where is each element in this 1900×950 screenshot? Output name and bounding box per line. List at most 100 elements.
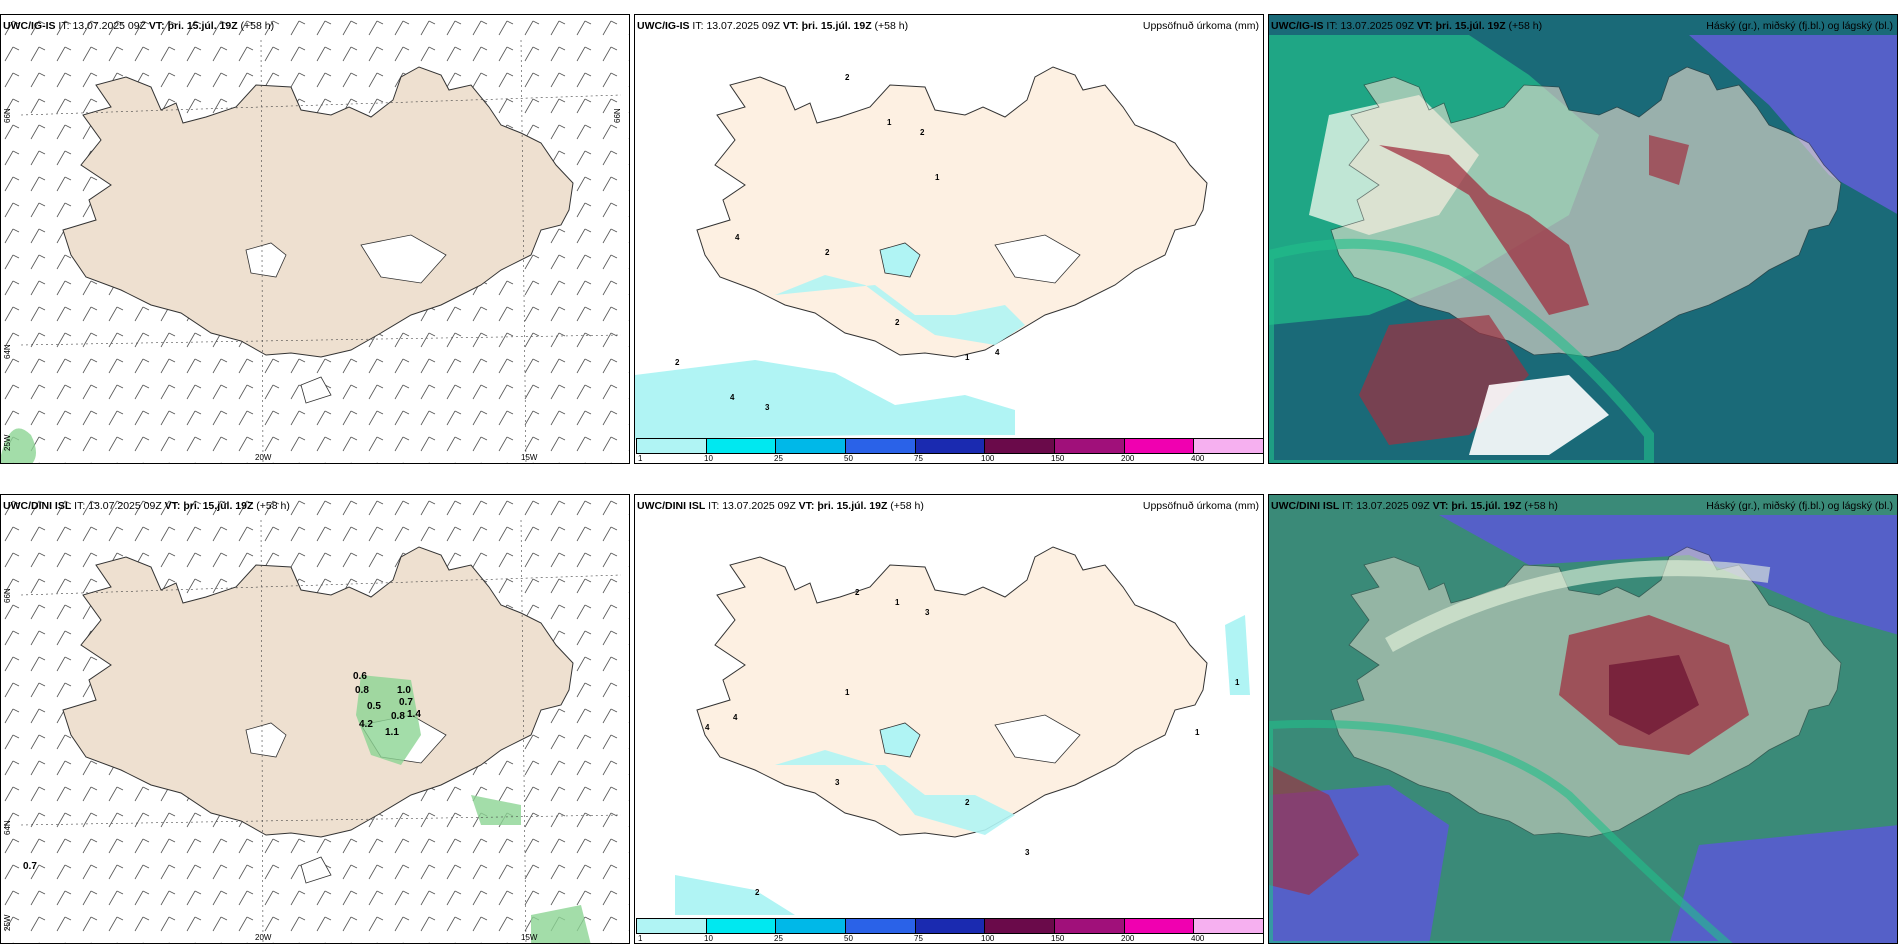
vt-label: VT: bbox=[148, 20, 165, 32]
lat-label: 66N bbox=[613, 108, 622, 123]
wind-map bbox=[1, 15, 629, 463]
legend-swatch bbox=[1124, 439, 1195, 453]
legend-swatch bbox=[1194, 919, 1263, 933]
panel-header: UWC/IG-IS IT: 13.07.2025 09Z VT: þri. 15… bbox=[1, 15, 629, 37]
model-name: UWC/DINI ISL bbox=[1271, 500, 1340, 512]
legend-tick: 1 bbox=[638, 454, 643, 463]
legend-swatch bbox=[1124, 919, 1195, 933]
svg-text:2: 2 bbox=[855, 588, 860, 597]
vt-label: VT: bbox=[164, 500, 181, 512]
it-value: 13.07.2025 09Z bbox=[706, 20, 780, 32]
svg-text:2: 2 bbox=[755, 888, 760, 897]
svg-text:1: 1 bbox=[845, 688, 850, 697]
svg-text:1: 1 bbox=[965, 353, 970, 362]
svg-text:4: 4 bbox=[995, 348, 1000, 357]
cloud-map bbox=[1269, 495, 1897, 943]
legend-tick: 75 bbox=[914, 934, 923, 943]
it-label: IT: bbox=[74, 500, 86, 512]
svg-text:1: 1 bbox=[1195, 728, 1200, 737]
value-label: 1.4 bbox=[407, 709, 421, 720]
vt-value: þri. 15.júl. 19Z bbox=[183, 500, 254, 512]
legend-swatch bbox=[637, 919, 707, 933]
panel-header: UWC/DINI ISL IT: 13.07.2025 09Z VT: þri.… bbox=[1269, 495, 1897, 517]
value-label: 0.5 bbox=[367, 701, 381, 712]
legend-swatch bbox=[637, 439, 707, 453]
lat-label: 64N bbox=[3, 344, 12, 359]
map-panel-clouds-dini[interactable]: UWC/DINI ISL IT: 13.07.2025 09Z VT: þri.… bbox=[1268, 494, 1898, 944]
it-value: 13.07.2025 09Z bbox=[88, 500, 162, 512]
legend-tick: 50 bbox=[844, 934, 853, 943]
legend-bar bbox=[636, 438, 1263, 454]
lat-label: 66N bbox=[3, 108, 12, 123]
it-label: IT: bbox=[1342, 500, 1354, 512]
map-panel-wind-igis[interactable]: UWC/IG-IS IT: 13.07.2025 09Z VT: þri. 15… bbox=[0, 14, 630, 464]
legend-swatch bbox=[1194, 439, 1263, 453]
legend-tick: 75 bbox=[914, 454, 923, 463]
legend-bar bbox=[636, 918, 1263, 934]
vt-label: VT: bbox=[1416, 20, 1433, 32]
model-name: UWC/IG-IS bbox=[1271, 20, 1324, 32]
legend-swatch bbox=[706, 439, 777, 453]
vt-value: þri. 15.júl. 19Z bbox=[1435, 20, 1506, 32]
legend-tick: 10 bbox=[704, 454, 713, 463]
it-value: 13.07.2025 09Z bbox=[1340, 20, 1414, 32]
legend-swatch bbox=[706, 919, 777, 933]
panel-title: Uppsöfnuð úrkoma (mm) bbox=[1142, 20, 1259, 32]
lon-label: 20W bbox=[255, 453, 272, 462]
legend-tick: 400 bbox=[1191, 454, 1205, 463]
legend-swatch bbox=[1055, 439, 1125, 453]
vt-value: þri. 15.júl. 19Z bbox=[801, 20, 872, 32]
svg-text:2: 2 bbox=[965, 798, 970, 807]
lead-time: (+58 h) bbox=[256, 500, 290, 512]
legend-swatch bbox=[846, 919, 916, 933]
lat-label: 64N bbox=[3, 820, 12, 835]
vt-value: þri. 15.júl. 19Z bbox=[167, 20, 238, 32]
it-label: IT: bbox=[692, 20, 704, 32]
value-label: 0.8 bbox=[391, 711, 405, 722]
legend-swatch bbox=[776, 919, 847, 933]
cloud-map bbox=[1269, 15, 1897, 463]
legend-swatch bbox=[776, 439, 847, 453]
legend-tick: 50 bbox=[844, 454, 853, 463]
map-panel-precip-dini[interactable]: UWC/DINI ISL IT: 13.07.2025 09Z VT: þri.… bbox=[634, 494, 1264, 944]
svg-text:2: 2 bbox=[895, 318, 900, 327]
legend-tick: 150 bbox=[1051, 454, 1065, 463]
map-panel-wind-dini[interactable]: UWC/DINI ISL IT: 13.07.2025 09Z VT: þri.… bbox=[0, 494, 630, 944]
map-panel-clouds-igis[interactable]: UWC/IG-IS IT: 13.07.2025 09Z VT: þri. 15… bbox=[1268, 14, 1898, 464]
vt-label: VT: bbox=[1432, 500, 1449, 512]
lead-time: (+58 h) bbox=[890, 500, 924, 512]
svg-text:3: 3 bbox=[925, 608, 930, 617]
value-label: 1.0 bbox=[397, 685, 411, 696]
svg-text:4: 4 bbox=[730, 393, 735, 402]
legend-tick: 10 bbox=[704, 934, 713, 943]
svg-text:2: 2 bbox=[675, 358, 680, 367]
legend-swatch bbox=[915, 919, 986, 933]
lead-time: (+58 h) bbox=[1508, 20, 1543, 32]
it-label: IT: bbox=[1326, 20, 1338, 32]
it-value: 13.07.2025 09Z bbox=[72, 20, 146, 32]
precip-map: 2 1 2 1 2 4 2 1 4 2 4 3 bbox=[635, 66, 1208, 440]
legend-swatch bbox=[985, 439, 1056, 453]
svg-text:3: 3 bbox=[1025, 848, 1030, 857]
vt-label: VT: bbox=[782, 20, 799, 32]
it-label: IT: bbox=[708, 500, 720, 512]
legend-tick: 150 bbox=[1051, 934, 1065, 943]
svg-text:3: 3 bbox=[765, 403, 770, 412]
svg-text:4: 4 bbox=[735, 233, 740, 242]
panel-header: UWC/IG-IS IT: 13.07.2025 09Z VT: þri. 15… bbox=[635, 15, 1263, 37]
legend-tick: 25 bbox=[774, 454, 783, 463]
legend-tick: 100 bbox=[981, 934, 995, 943]
legend-tick: 200 bbox=[1121, 934, 1135, 943]
lead-time: (+58 h) bbox=[240, 20, 275, 32]
legend-tick: 100 bbox=[981, 454, 995, 463]
panel-title: Uppsöfnuð úrkoma (mm) bbox=[1142, 500, 1259, 512]
precip-map: 2 1 3 1 4 4 3 2 2 3 1 1 bbox=[675, 546, 1250, 915]
lat-label: 66N bbox=[3, 588, 12, 603]
svg-text:4: 4 bbox=[705, 723, 710, 732]
value-label: 0.8 bbox=[355, 685, 369, 696]
wind-map bbox=[1, 495, 629, 943]
map-panel-precip-igis[interactable]: UWC/IG-IS IT: 13.07.2025 09Z VT: þri. 15… bbox=[634, 14, 1264, 464]
model-name: UWC/DINI ISL bbox=[637, 500, 706, 512]
legend-swatch bbox=[1055, 919, 1125, 933]
lat-label: 25W bbox=[3, 434, 12, 451]
